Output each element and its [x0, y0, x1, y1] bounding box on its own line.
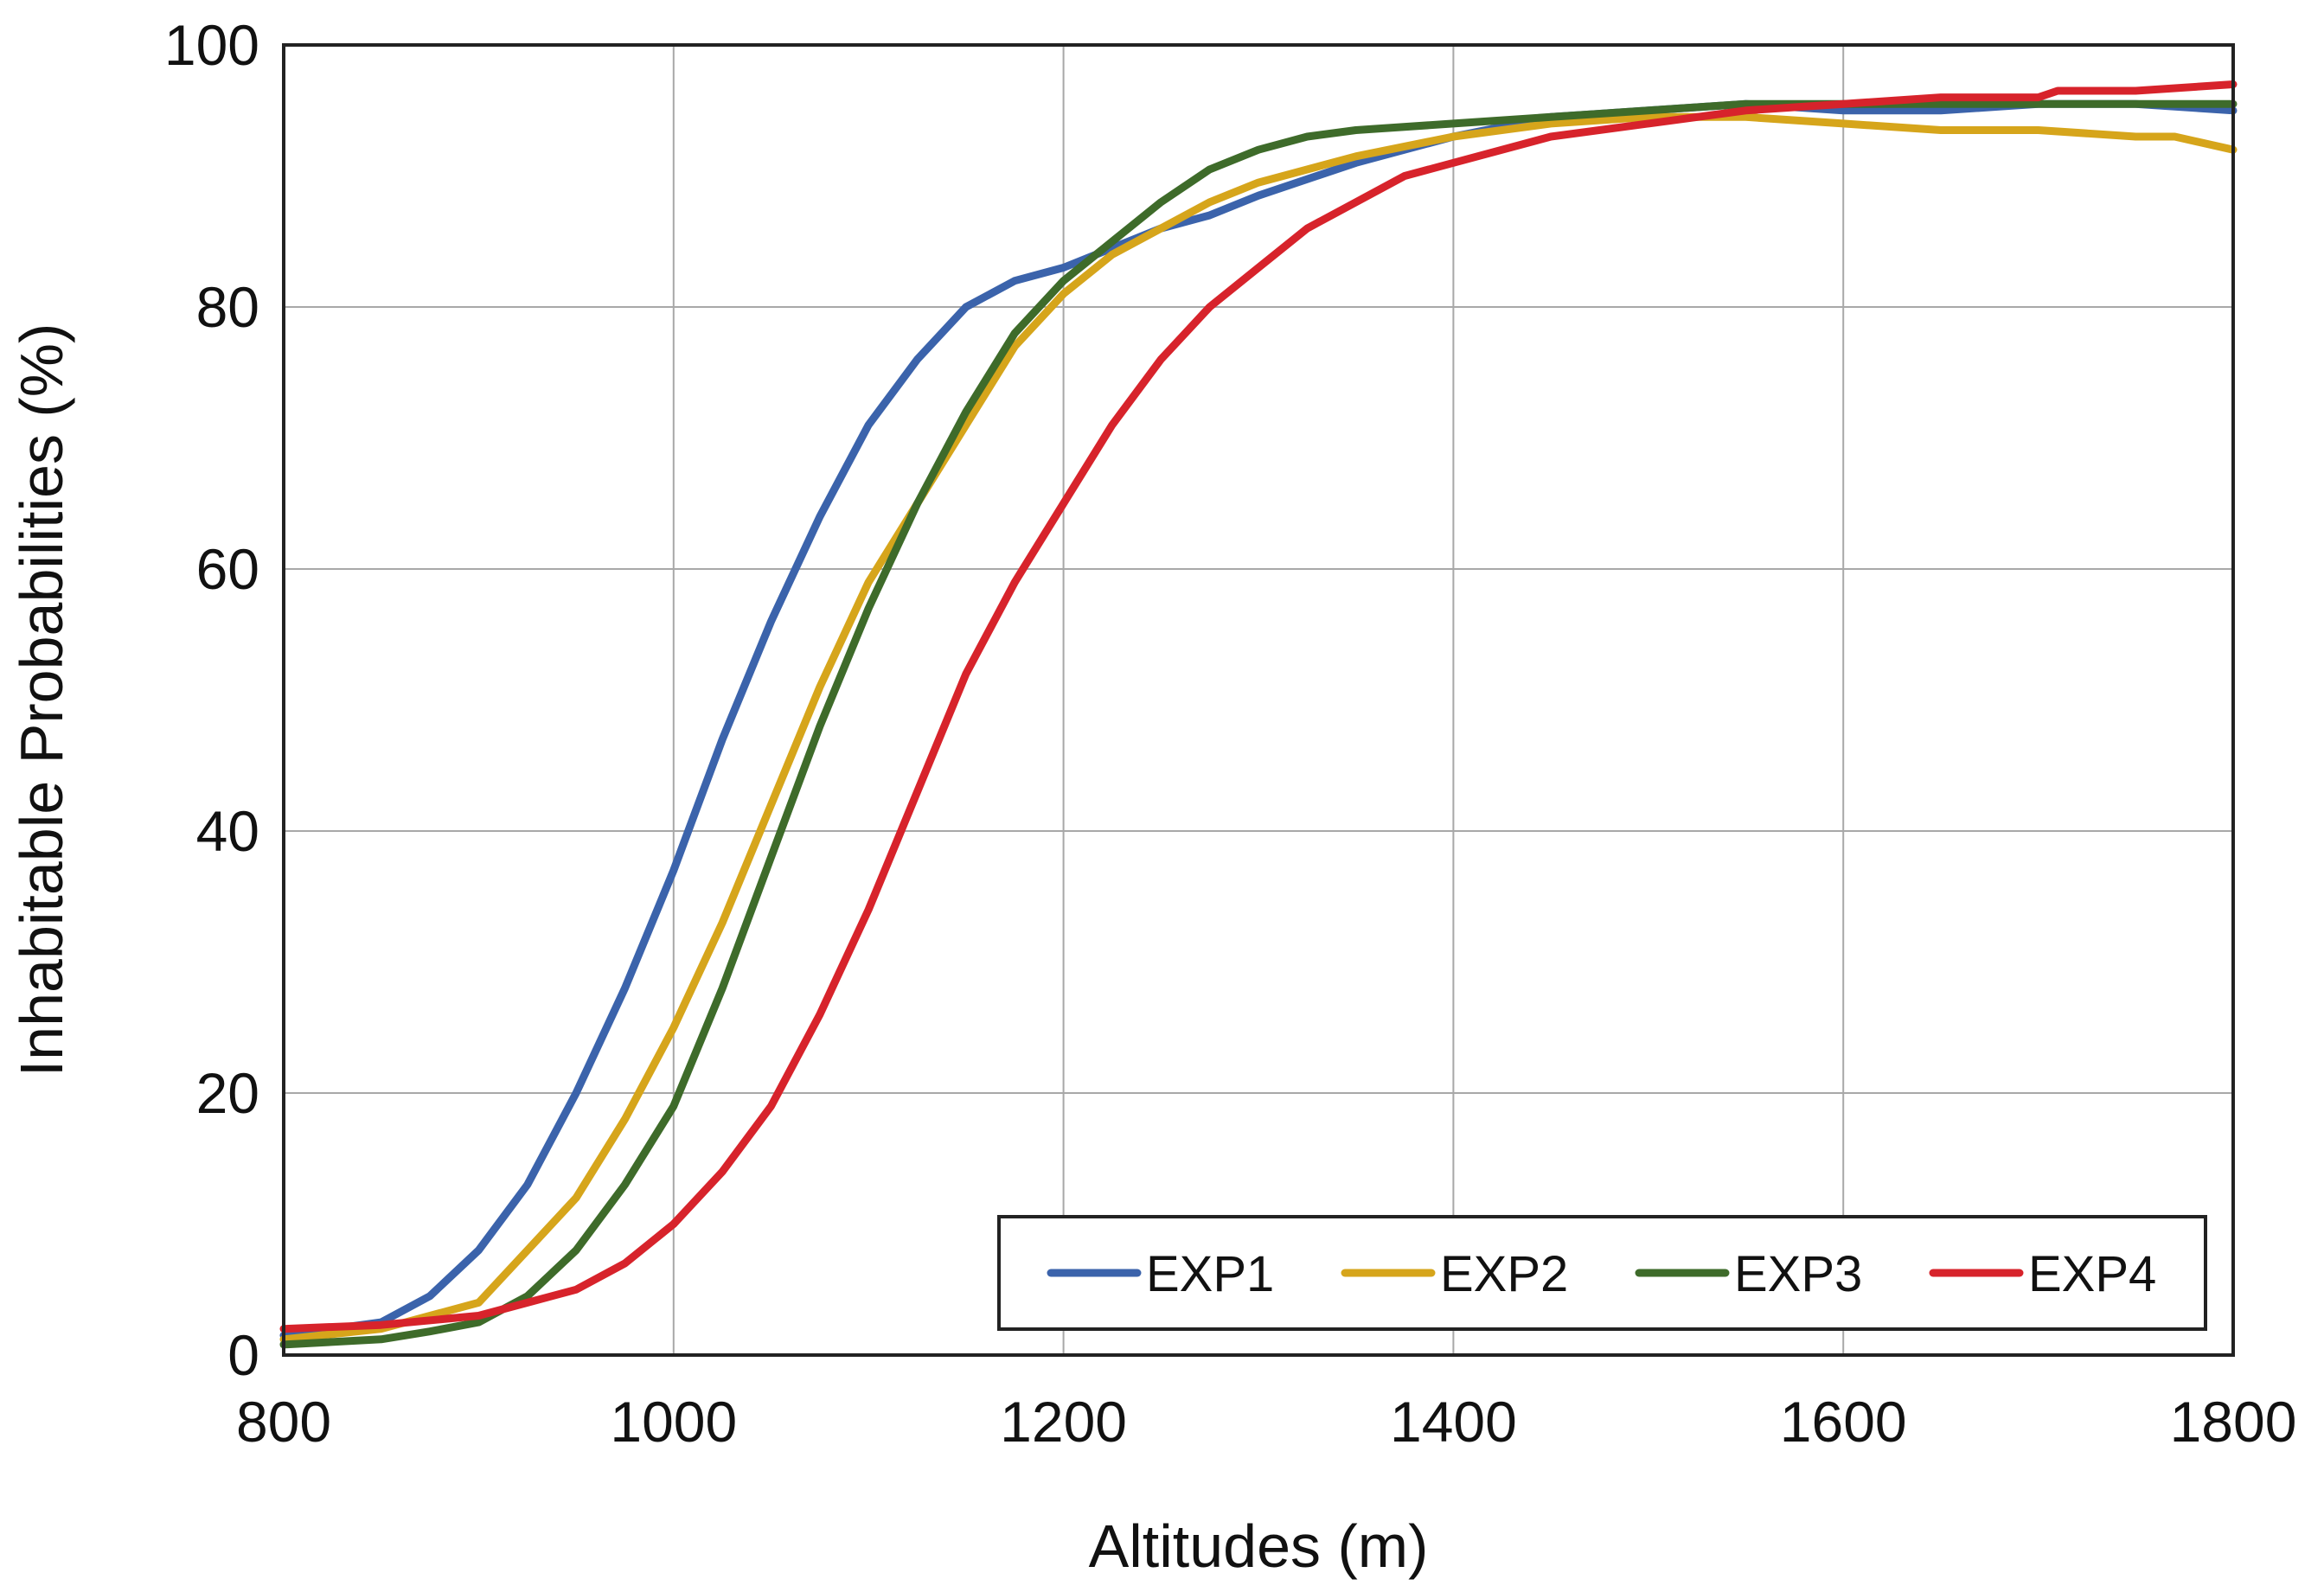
x-tick-label: 1600 [1780, 1390, 1907, 1454]
x-axis-label: Altitudes (m) [1089, 1512, 1429, 1580]
legend-label-exp3: EXP3 [1734, 1246, 1862, 1302]
series-layer [279, 80, 2238, 1349]
legend: EXP1 EXP2 EXP3 EXP4 [997, 1215, 2207, 1331]
x-tick-label: 1000 [610, 1390, 737, 1454]
legend-label-exp4: EXP4 [2028, 1246, 2156, 1302]
axis-ticks: 800 1000 1200 1400 1600 1800 0 20 40 60 80 100 [164, 13, 2297, 1454]
y-axis-label: Inhabitable Probabilities (%) [8, 323, 75, 1077]
y-tick-label: 20 [196, 1061, 259, 1125]
x-tick-label: 1200 [1000, 1390, 1127, 1454]
y-tick-label: 100 [164, 13, 259, 77]
x-tick-label: 800 [236, 1390, 331, 1454]
x-tick-label: 1800 [2170, 1390, 2297, 1454]
y-tick-label: 80 [196, 275, 259, 339]
series-line-exp2 [279, 112, 2238, 1344]
legend-label-exp2: EXP2 [1440, 1246, 1568, 1302]
plot-frame [282, 43, 2235, 1357]
y-tick-label: 60 [196, 537, 259, 601]
y-tick-label: 40 [196, 799, 259, 863]
legend-label-exp1: EXP1 [1146, 1246, 1274, 1302]
y-tick-label: 0 [227, 1323, 259, 1387]
x-tick-label: 1400 [1390, 1390, 1517, 1454]
series-line-exp4 [279, 80, 2238, 1333]
series-line-exp3 [279, 99, 2238, 1349]
